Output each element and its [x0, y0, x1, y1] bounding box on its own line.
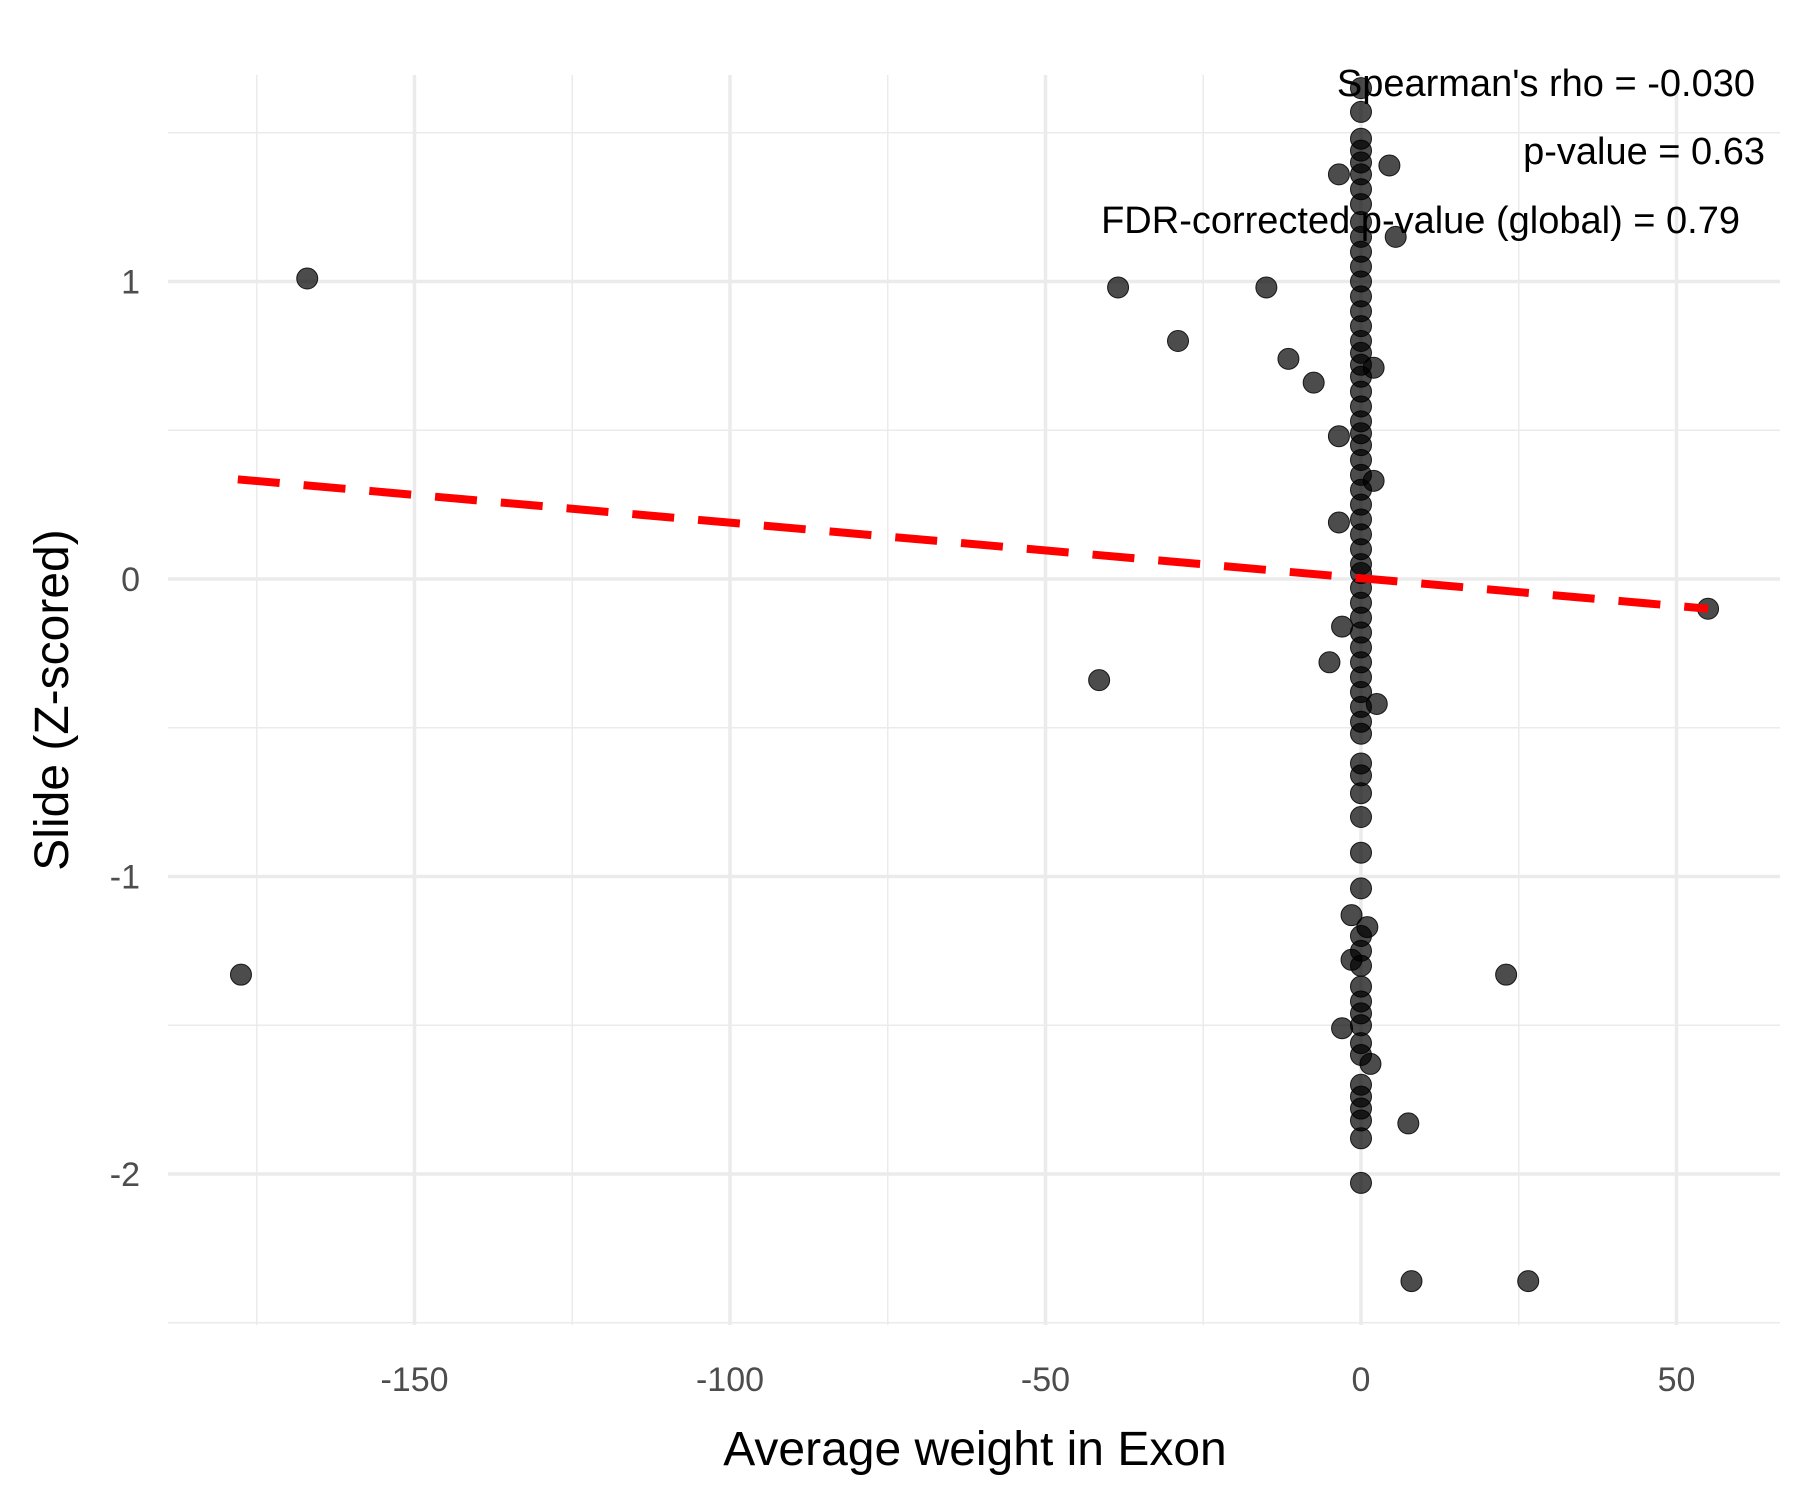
data-point	[1327, 425, 1350, 448]
data-point	[1331, 615, 1354, 638]
data-point	[1255, 276, 1278, 299]
annotation-spearman-rho: Spearman's rho = -0.030	[1337, 63, 1755, 105]
data-point	[1350, 722, 1372, 745]
x-axis-title: Average weight in Exon	[723, 1423, 1226, 1476]
data-point	[229, 963, 252, 986]
y-tick-label: -1	[110, 859, 140, 897]
x-tick-label: -100	[696, 1361, 764, 1399]
data-point	[1318, 651, 1341, 674]
data-point	[1350, 841, 1372, 864]
data-point	[1167, 330, 1190, 352]
data-point	[1107, 276, 1130, 299]
x-tick-label: -150	[380, 1361, 448, 1399]
data-point	[1088, 669, 1111, 692]
x-tick-label: 0	[1352, 1361, 1371, 1399]
data-point	[1397, 1112, 1420, 1135]
y-tick-label: -2	[110, 1156, 140, 1194]
data-point	[1350, 782, 1372, 805]
y-axis-title: Slide (Z-scored)	[26, 529, 79, 870]
data-point	[1400, 1270, 1423, 1293]
data-point	[1350, 1044, 1372, 1066]
data-point	[1331, 1017, 1354, 1040]
data-point	[1350, 100, 1372, 123]
x-tick-label: -50	[1021, 1361, 1070, 1399]
annotation-p-value: p-value = 0.63	[1523, 131, 1765, 173]
trend-line	[237, 475, 1709, 613]
data-point	[1327, 163, 1350, 186]
data-point	[1517, 1270, 1540, 1293]
y-tick-label: 1	[121, 264, 140, 302]
data-point	[1302, 371, 1325, 394]
grid	[168, 75, 1780, 1325]
data-point	[1350, 1127, 1372, 1150]
data-point	[1378, 154, 1401, 177]
x-tick-label: 50	[1658, 1361, 1696, 1399]
data-point	[1350, 77, 1372, 100]
data-point	[1495, 963, 1518, 986]
data-point	[1350, 877, 1372, 900]
data-point	[1350, 1171, 1372, 1194]
data-point	[1327, 511, 1350, 534]
data-point	[1277, 347, 1300, 370]
annotation-fdr-p-value: FDR-corrected p-value (global) = 0.79	[1101, 200, 1740, 242]
tick-labels: -150 -100 -50 0 50 -2 -1 0 1	[110, 264, 1696, 1400]
trend-line-group	[237, 475, 1709, 613]
y-tick-label: 0	[121, 561, 140, 599]
data-point	[1384, 225, 1407, 248]
data-point	[1350, 806, 1372, 828]
data-point	[1340, 904, 1363, 927]
data-points	[229, 77, 1720, 1293]
data-point	[296, 267, 319, 290]
data-point	[1350, 954, 1372, 977]
